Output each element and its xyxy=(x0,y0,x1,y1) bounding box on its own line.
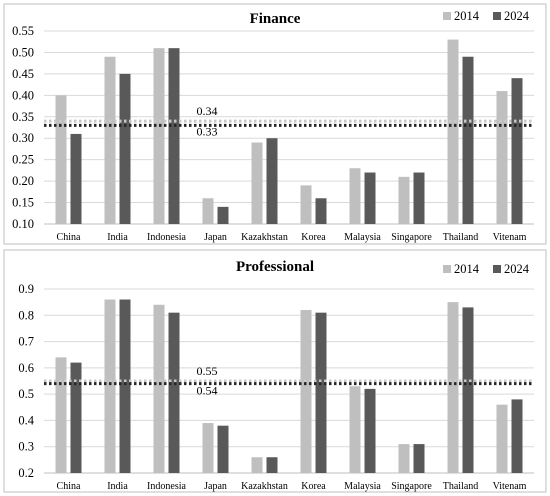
bar-2014-kazakhstan xyxy=(252,457,263,473)
x-tick-label: China xyxy=(57,481,81,492)
bar-2024-indonesia xyxy=(169,48,180,224)
x-tick-label: India xyxy=(107,481,128,492)
bar-2014-thailand xyxy=(448,40,459,224)
chart-title: Finance xyxy=(250,11,301,27)
bar-2014-japan xyxy=(203,423,214,473)
bar-2024-malaysia xyxy=(365,173,376,224)
x-tick-label: Thailand xyxy=(443,481,479,492)
bar-2024-singapore xyxy=(414,173,425,224)
bar-2024-china xyxy=(71,134,82,224)
mean-line-label: 0.55 xyxy=(197,364,218,378)
x-tick-label: Kazakhstan xyxy=(241,481,288,492)
y-tick-label: 0.25 xyxy=(12,153,34,167)
y-tick-label: 0.30 xyxy=(12,131,34,145)
x-tick-label: Japan xyxy=(204,481,227,492)
x-tick-label: Vitenam xyxy=(493,481,527,492)
bar-2014-indonesia xyxy=(154,305,165,473)
x-tick-label: Thailand xyxy=(443,232,479,243)
mean-line-label: 0.33 xyxy=(197,124,218,138)
chart-panel-0: 0.10 0.15 0.20 0.25 0.30 0.35 0.40 0.45 0.50 0.55… xyxy=(4,4,546,244)
bar-2024-korea xyxy=(316,198,327,224)
x-tick-label: Korea xyxy=(301,481,326,492)
bar-2014-china xyxy=(56,357,67,473)
bar-2014-malaysia xyxy=(350,168,361,224)
bar-2014-kazakhstan xyxy=(252,143,263,224)
legend-label: 2024 xyxy=(504,262,530,276)
bar-2024-japan xyxy=(218,207,229,224)
chart-title: Professional xyxy=(236,259,314,275)
y-tick-label: 0.45 xyxy=(12,67,34,81)
y-tick-label: 0.20 xyxy=(12,174,34,188)
y-tick-label: 0.15 xyxy=(12,196,34,210)
bar-2014-china xyxy=(56,95,67,224)
bar-2024-kazakhstan xyxy=(267,138,278,224)
bar-2024-vitenam xyxy=(512,399,523,473)
bar-2014-malaysia xyxy=(350,386,361,473)
mean-line-label: 0.54 xyxy=(197,384,218,398)
bar-2014-indonesia xyxy=(154,48,165,224)
bar-2024-singapore xyxy=(414,444,425,473)
bar-2014-india xyxy=(105,57,116,224)
legend-label: 2014 xyxy=(454,262,480,276)
bar-2024-thailand xyxy=(463,307,474,473)
y-tick-label: 0.9 xyxy=(18,282,34,296)
bar-2014-vitenam xyxy=(497,405,508,473)
mean-line-label: 0.34 xyxy=(197,104,218,118)
x-tick-label: Japan xyxy=(204,232,227,243)
x-tick-label: Vitenam xyxy=(493,232,527,243)
y-tick-label: 0.8 xyxy=(18,308,34,322)
x-tick-label: China xyxy=(57,232,81,243)
y-tick-label: 0.35 xyxy=(12,110,34,124)
bar-2014-singapore xyxy=(399,177,410,224)
x-tick-label: Kazakhstan xyxy=(241,232,288,243)
y-tick-label: 0.7 xyxy=(18,335,34,349)
bar-2024-malaysia xyxy=(365,389,376,473)
x-tick-label: Indonesia xyxy=(147,481,186,492)
x-tick-label: Malaysia xyxy=(344,481,381,492)
bar-2024-indonesia xyxy=(169,313,180,473)
chart-panel-1: 0.2 0.3 0.4 0.5 0.6 0.7 0.8 0.9 China India Indone… xyxy=(4,250,546,492)
x-tick-label: Indonesia xyxy=(147,232,186,243)
y-tick-label: 0.4 xyxy=(18,413,34,427)
y-tick-label: 0.2 xyxy=(18,466,34,480)
bar-2014-singapore xyxy=(399,444,410,473)
bar-2024-korea xyxy=(316,313,327,473)
bar-2024-india xyxy=(120,74,131,224)
bar-2014-thailand xyxy=(448,302,459,473)
legend-swatch-2024 xyxy=(493,12,501,20)
y-tick-label: 0.10 xyxy=(12,217,34,231)
legend-swatch-2014 xyxy=(443,12,451,20)
y-tick-label: 0.3 xyxy=(18,440,34,454)
y-tick-label: 0.50 xyxy=(12,45,34,59)
bar-2024-japan xyxy=(218,426,229,473)
bar-2024-vitenam xyxy=(512,78,523,224)
legend-swatch-2014 xyxy=(443,265,451,273)
y-tick-label: 0.5 xyxy=(18,387,34,401)
legend-label: 2014 xyxy=(454,9,480,23)
bar-2014-vitenam xyxy=(497,91,508,224)
x-tick-label: Malaysia xyxy=(344,232,381,243)
bar-2014-korea xyxy=(301,310,312,473)
x-tick-label: Korea xyxy=(301,232,326,243)
y-tick-label: 0.6 xyxy=(18,361,34,375)
legend-swatch-2024 xyxy=(493,265,501,273)
x-tick-label: Singapore xyxy=(391,481,432,492)
y-tick-label: 0.40 xyxy=(12,88,34,102)
bar-2014-india xyxy=(105,300,116,473)
bar-2014-japan xyxy=(203,198,214,224)
bar-2024-kazakhstan xyxy=(267,457,278,473)
y-tick-label: 0.55 xyxy=(12,24,34,38)
legend-label: 2024 xyxy=(504,9,530,23)
bar-2024-india xyxy=(120,300,131,473)
x-tick-label: India xyxy=(107,232,128,243)
bar-2024-china xyxy=(71,363,82,473)
x-tick-label: Singapore xyxy=(391,232,432,243)
bar-2014-korea xyxy=(301,185,312,224)
bar-2024-thailand xyxy=(463,57,474,224)
